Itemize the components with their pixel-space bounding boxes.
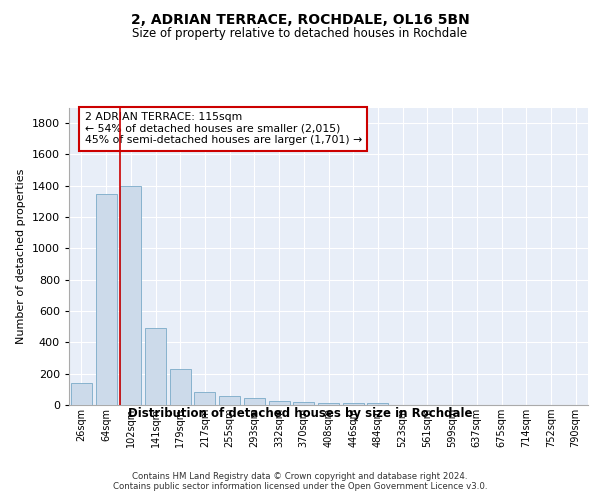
Bar: [194, 392, 215, 405]
Text: Size of property relative to detached houses in Rochdale: Size of property relative to detached ho…: [133, 28, 467, 40]
Text: Contains HM Land Registry data © Crown copyright and database right 2024.: Contains HM Land Registry data © Crown c…: [132, 472, 468, 481]
Bar: [71, 383, 92, 405]
Text: 2 ADRIAN TERRACE: 115sqm
← 54% of detached houses are smaller (2,015)
45% of sem: 2 ADRIAN TERRACE: 115sqm ← 54% of detach…: [85, 112, 362, 145]
Text: Distribution of detached houses by size in Rochdale: Distribution of detached houses by size …: [128, 408, 472, 420]
Bar: [219, 396, 240, 405]
Bar: [145, 328, 166, 405]
Text: Contains public sector information licensed under the Open Government Licence v3: Contains public sector information licen…: [113, 482, 487, 491]
Bar: [120, 186, 141, 405]
Bar: [170, 369, 191, 405]
Bar: [95, 194, 116, 405]
Bar: [244, 398, 265, 405]
Bar: [367, 402, 388, 405]
Bar: [293, 402, 314, 405]
Bar: [318, 402, 339, 405]
Y-axis label: Number of detached properties: Number of detached properties: [16, 168, 26, 344]
Text: 2, ADRIAN TERRACE, ROCHDALE, OL16 5BN: 2, ADRIAN TERRACE, ROCHDALE, OL16 5BN: [131, 12, 469, 26]
Bar: [343, 404, 364, 405]
Bar: [269, 401, 290, 405]
